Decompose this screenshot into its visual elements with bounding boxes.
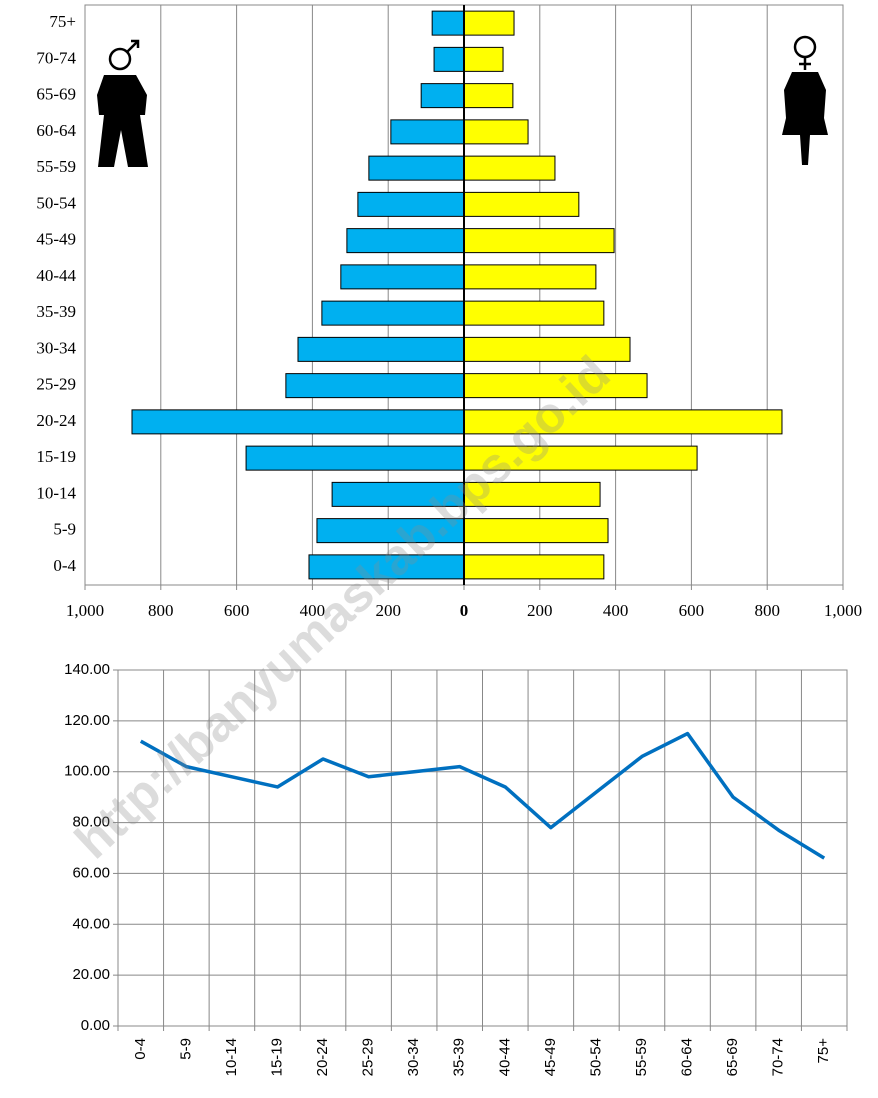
bar xyxy=(390,119,465,145)
x-tick-label: 1,000 xyxy=(66,601,104,620)
y-tick-label: 0.00 xyxy=(81,1017,110,1034)
bar xyxy=(463,83,514,109)
bar xyxy=(321,300,465,326)
x-tick-label: 600 xyxy=(224,601,250,620)
bar xyxy=(346,228,465,254)
y-tick-label: 65-69 xyxy=(36,85,76,104)
y-tick-label: 0-4 xyxy=(53,556,76,575)
bar xyxy=(463,554,605,580)
y-tick-label: 5-9 xyxy=(53,520,76,539)
bar xyxy=(316,518,465,544)
x-tick-label: 60-64 xyxy=(679,1038,696,1076)
y-tick-label: 70-74 xyxy=(36,48,76,67)
y-tick-label: 80.00 xyxy=(72,814,110,831)
female-icon xyxy=(782,35,828,165)
y-tick-label: 60-64 xyxy=(36,121,76,140)
y-tick-label: 140.00 xyxy=(64,661,110,678)
y-tick-label: 120.00 xyxy=(64,712,110,729)
x-tick-label: 65-69 xyxy=(724,1038,741,1076)
x-tick-label: 5-9 xyxy=(177,1038,194,1060)
x-tick-label: 35-39 xyxy=(451,1038,468,1076)
x-tick-label: 0 xyxy=(460,601,469,620)
y-tick-label: 60.00 xyxy=(72,864,110,881)
data-line xyxy=(139,731,826,860)
bar xyxy=(463,518,609,544)
y-tick-label: 20.00 xyxy=(72,966,110,983)
x-tick-label: 40-44 xyxy=(496,1038,513,1076)
bar xyxy=(245,445,465,471)
bar xyxy=(463,191,580,217)
y-tick-label: 20-24 xyxy=(36,411,76,430)
x-tick-label: 200 xyxy=(375,601,401,620)
x-tick-label: 800 xyxy=(148,601,174,620)
bar xyxy=(331,481,465,507)
x-tick-label: 800 xyxy=(754,601,780,620)
x-tick-label: 45-49 xyxy=(542,1038,559,1076)
bar xyxy=(463,228,615,254)
bar xyxy=(431,10,465,36)
y-tick-label: 50-54 xyxy=(36,193,76,212)
male-icon xyxy=(97,39,148,167)
y-tick-label: 40-44 xyxy=(36,266,76,285)
bar xyxy=(433,46,465,72)
bar xyxy=(463,409,783,435)
x-tick-label: 50-54 xyxy=(587,1038,604,1076)
x-tick-label: 20-24 xyxy=(314,1038,331,1076)
x-tick-label: 200 xyxy=(527,601,553,620)
x-tick-label: 75+ xyxy=(815,1038,832,1064)
x-tick-label: 25-29 xyxy=(360,1038,377,1076)
bar xyxy=(463,119,529,145)
bar xyxy=(463,336,631,362)
x-tick-label: 70-74 xyxy=(770,1038,787,1076)
bar xyxy=(297,336,465,362)
x-tick-label: 30-34 xyxy=(405,1038,422,1076)
bar xyxy=(420,83,465,109)
bar xyxy=(357,191,465,217)
x-tick-label: 0-4 xyxy=(132,1038,149,1060)
y-tick-label: 75+ xyxy=(49,12,76,31)
y-tick-label: 10-14 xyxy=(36,483,76,502)
plot-frame xyxy=(117,669,848,1027)
bar xyxy=(340,264,465,290)
bar xyxy=(463,300,605,326)
bar xyxy=(368,155,465,181)
bar xyxy=(131,409,465,435)
bar xyxy=(463,10,515,36)
x-tick-label: 15-19 xyxy=(268,1038,285,1076)
bar xyxy=(285,373,465,399)
bar xyxy=(463,155,556,181)
bar xyxy=(463,46,504,72)
y-tick-label: 55-59 xyxy=(36,157,76,176)
y-tick-label: 25-29 xyxy=(36,375,76,394)
bar xyxy=(463,264,597,290)
y-tick-label: 35-39 xyxy=(36,302,76,321)
x-tick-label: 400 xyxy=(603,601,629,620)
y-tick-label: 45-49 xyxy=(36,230,76,249)
y-tick-label: 15-19 xyxy=(36,447,76,466)
x-tick-label: 400 xyxy=(300,601,326,620)
x-tick-label: 55-59 xyxy=(633,1038,650,1076)
y-tick-label: 100.00 xyxy=(64,763,110,780)
y-tick-label: 30-34 xyxy=(36,338,76,357)
y-tick-label: 40.00 xyxy=(72,915,110,932)
x-tick-label: 1,000 xyxy=(824,601,862,620)
x-tick-label: 600 xyxy=(679,601,705,620)
x-tick-label: 10-14 xyxy=(223,1038,240,1076)
